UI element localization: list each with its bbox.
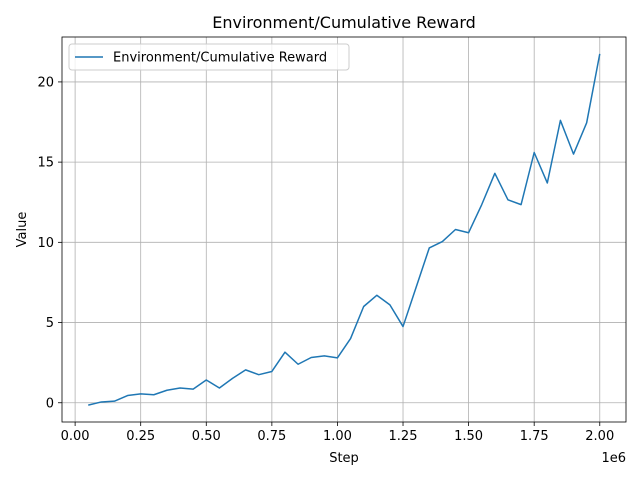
series-layer [88,53,601,406]
x-axis-label: Step [329,451,359,466]
y-tick-label: 5 [46,316,54,331]
x-gridlines [74,37,601,422]
legend-box [68,43,350,71]
x-tick-label: 0.25 [126,429,155,444]
y-tick-label: 15 [37,156,54,171]
y-tick-label: 10 [37,236,54,251]
chart-title: Environment/Cumulative Reward [212,13,476,32]
x-tick-label: 1.00 [323,429,352,444]
x-axis-offset-label: 1e6 [601,451,626,466]
x-tick-label: 1.50 [454,429,483,444]
y-gridlines [62,81,626,404]
y-tick-label: 20 [37,75,54,90]
plot-frame [61,36,627,423]
x-tick-label: 1.25 [389,429,418,444]
series-line [88,53,601,406]
x-axis-ticks: 0.00 0.25 0.50 0.75 1.00 1.25 1.50 1.75 2.00 [61,422,614,444]
y-axis-ticks: 0 5 10 15 20 [37,75,62,411]
x-tick-label: 0.75 [257,429,286,444]
y-tick-label: 0 [46,396,54,411]
y-axis-label: Value [15,212,30,248]
legend-entry-label: Environment/Cumulative Reward [113,51,327,66]
x-tick-label: 0.50 [192,429,221,444]
x-tick-label: 1.75 [520,429,549,444]
x-tick-label: 2.00 [585,429,614,444]
legend: Environment/Cumulative Reward [68,43,350,71]
x-tick-label: 0.00 [61,429,90,444]
